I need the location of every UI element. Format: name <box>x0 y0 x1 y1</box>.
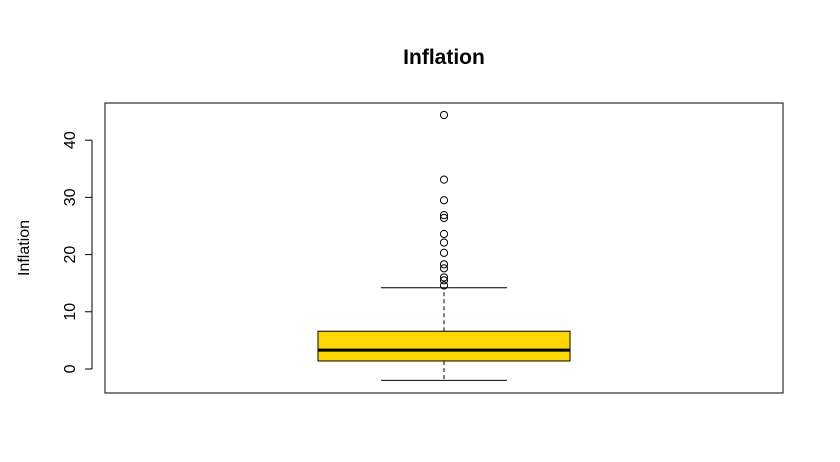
y-axis-label: Inflation <box>16 220 33 276</box>
y-tick-label: 40 <box>62 131 79 149</box>
y-tick-label: 30 <box>62 188 79 206</box>
y-tick-label: 10 <box>62 303 79 321</box>
outlier-point <box>439 196 449 205</box>
outlier-point <box>439 110 449 120</box>
outlier-point <box>439 276 449 285</box>
outlier-point <box>439 175 449 184</box>
outlier-point <box>439 281 449 290</box>
outlier-point <box>439 211 449 220</box>
outlier-point <box>439 213 449 223</box>
outlier-point <box>439 238 449 247</box>
outlier-layer <box>439 110 449 290</box>
y-tick-label: 20 <box>62 246 79 264</box>
iqr-box <box>317 330 571 362</box>
plot-frame <box>104 102 784 394</box>
y-axis: 0 10 20 30 40 <box>62 131 93 373</box>
outlier-point <box>439 273 449 282</box>
outlier-point <box>439 260 449 269</box>
y-tick-label: 0 <box>62 364 79 373</box>
outlier-point <box>439 248 449 257</box>
outlier-point <box>439 229 449 239</box>
outlier-point <box>439 264 449 273</box>
box-layer <box>317 287 571 381</box>
chart-title: Inflation <box>403 46 485 69</box>
